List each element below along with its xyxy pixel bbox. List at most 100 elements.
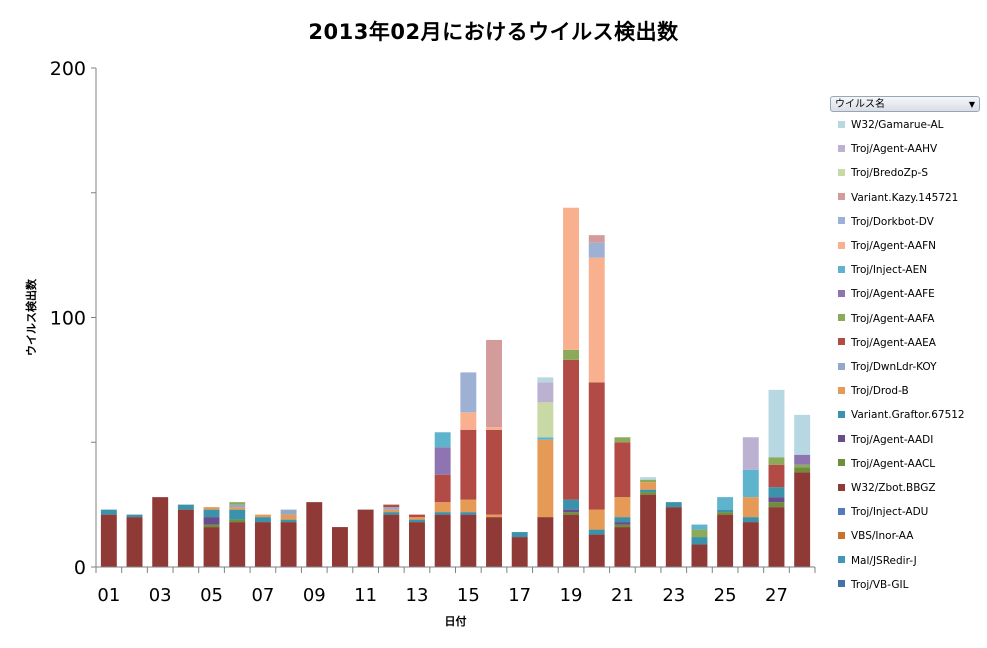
bar-segment-27-6 xyxy=(768,497,785,503)
legend-entry: Troj/BredoZp-S xyxy=(838,167,928,179)
bar-segment-12-4 xyxy=(383,514,400,567)
bar-segment-28-5 xyxy=(794,467,811,473)
x-tick-label: 07 xyxy=(251,585,274,606)
legend-label: Troj/Agent-AACL xyxy=(851,457,936,470)
bar-segment-25-13 xyxy=(717,497,734,510)
y-tick-label: 100 xyxy=(50,308,86,330)
bar-segment-16-14 xyxy=(486,427,502,430)
legend-label: Troj/Agent-AAFE xyxy=(851,288,935,301)
bar-segment-08-4 xyxy=(280,522,297,567)
bar-segment-23-4 xyxy=(665,507,682,567)
bar-segment-05-5 xyxy=(203,524,220,528)
bar-segment-21-5 xyxy=(614,524,631,528)
bar-segment-14-10 xyxy=(434,474,451,503)
legend-label: Troj/BredoZp-S xyxy=(851,167,928,180)
bar-segment-17-7 xyxy=(511,532,528,538)
bar-segment-27-5 xyxy=(768,502,785,508)
bar-segment-19-4 xyxy=(563,514,580,567)
bar-segment-22-8 xyxy=(640,482,657,490)
x-tick-label: 17 xyxy=(508,585,531,606)
bar-segment-16-16 xyxy=(486,339,502,428)
bar-segment-21-8 xyxy=(614,497,631,518)
bar-segment-05-8 xyxy=(203,507,220,510)
bar-segment-19-11 xyxy=(563,349,580,360)
x-tick-label: 21 xyxy=(611,585,634,606)
x-tick-label: 01 xyxy=(97,585,120,606)
bar-segment-06-4 xyxy=(229,522,246,567)
legend-swatch xyxy=(838,338,845,346)
bar-segment-20-8 xyxy=(588,509,605,530)
legend-entry: Variant.Kazy.145721 xyxy=(838,192,958,204)
bar-segment-12-8 xyxy=(383,509,400,513)
legend-swatch xyxy=(838,265,845,273)
bar-segment-09-4 xyxy=(306,502,323,567)
bar-segment-13-7 xyxy=(409,519,425,523)
bar-segment-18-17 xyxy=(537,402,554,438)
legend-entry: Troj/Inject-AEN xyxy=(838,264,927,276)
x-tick-label: 19 xyxy=(560,585,583,606)
legend-label: Troj/Inject-AEN xyxy=(851,264,928,277)
legend-swatch xyxy=(838,193,845,201)
legend-entry: Mal/JSRedir-J xyxy=(838,555,917,567)
legend-swatch xyxy=(838,531,845,539)
bar-segment-01-7 xyxy=(100,509,117,515)
legend-swatch xyxy=(838,459,845,467)
y-tick-label: 200 xyxy=(50,58,86,80)
bar-segment-12-7 xyxy=(383,512,400,515)
bar-segment-19-6 xyxy=(563,509,580,513)
bar-segment-27-19 xyxy=(768,389,785,458)
bar-segment-01-4 xyxy=(100,514,117,567)
bar-segment-19-14 xyxy=(563,207,580,350)
bar-segment-25-4 xyxy=(717,514,734,567)
x-tick-label: 09 xyxy=(303,585,326,606)
bar-segment-22-19 xyxy=(640,477,657,480)
bar-segment-22-11 xyxy=(640,479,657,483)
bars-layer xyxy=(100,207,811,567)
x-tick-label: 27 xyxy=(765,585,788,606)
bar-segment-21-4 xyxy=(614,527,631,567)
legend-entry: Troj/Agent-AADI xyxy=(838,434,933,446)
legend-label: Variant.Graftor.67512 xyxy=(851,409,965,422)
legend-label: Variant.Kazy.145721 xyxy=(851,191,959,204)
bar-segment-26-13 xyxy=(742,469,759,498)
legend-swatch xyxy=(838,144,845,152)
legend-entry: VBS/Inor-AA xyxy=(838,530,913,542)
bar-segment-17-4 xyxy=(511,537,528,567)
legend-filter-dropdown[interactable]: ウイルス名 ▼ xyxy=(830,96,980,112)
legend-label: Troj/Dorkbot-DV xyxy=(851,215,934,228)
bar-segment-20-4 xyxy=(588,534,605,567)
x-tick-label: 11 xyxy=(354,585,377,606)
bar-segment-27-7 xyxy=(768,487,785,498)
legend-entry: Troj/VB-GIL xyxy=(838,579,908,591)
legend-entry: Troj/Dorkbot-DV xyxy=(838,216,934,228)
bar-segment-22-7 xyxy=(640,489,657,493)
bar-segment-15-4 xyxy=(460,514,477,567)
bar-segment-21-11 xyxy=(614,437,631,443)
bar-segment-20-7 xyxy=(588,529,605,535)
x-tick-label: 13 xyxy=(406,585,429,606)
bar-segment-07-4 xyxy=(254,522,271,567)
bar-segment-02-7 xyxy=(126,514,143,518)
bar-segment-05-7 xyxy=(203,509,220,518)
y-axis-title: ウイルス検出数 xyxy=(24,278,38,356)
bar-segment-19-5 xyxy=(563,512,580,515)
bar-segment-20-10 xyxy=(588,382,605,510)
legend-entry: Troj/DwnLdr-KOY xyxy=(838,361,937,373)
legend-entry: Troj/Agent-AAFN xyxy=(838,240,936,252)
legend-label: Troj/Agent-AADI xyxy=(851,433,934,446)
bar-segment-24-4 xyxy=(691,544,708,567)
bar-segment-05-4 xyxy=(203,527,220,567)
legend-entry: Troj/Agent-AAFE xyxy=(838,288,935,300)
bar-segment-20-15 xyxy=(588,242,605,258)
bar-segment-20-16 xyxy=(588,235,605,243)
bar-segment-15-15 xyxy=(460,372,477,413)
bar-segment-23-7 xyxy=(665,502,682,508)
bar-segment-24-7 xyxy=(691,537,708,545)
bar-segment-28-4 xyxy=(794,472,811,567)
bar-segment-21-6 xyxy=(614,522,631,525)
legend-entry: Troj/Agent-AAHV xyxy=(838,143,937,155)
bar-segment-02-4 xyxy=(126,517,143,567)
legend-swatch xyxy=(838,507,845,515)
legend-entry: Troj/Agent-AAFA xyxy=(838,313,934,325)
